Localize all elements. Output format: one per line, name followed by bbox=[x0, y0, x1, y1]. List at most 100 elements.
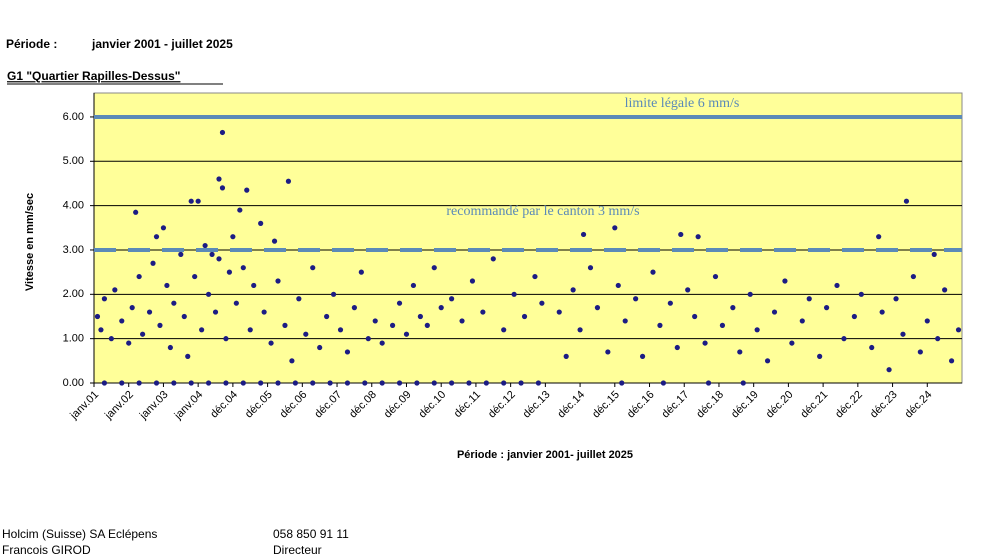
point bbox=[205, 291, 212, 297]
point bbox=[261, 309, 267, 315]
point bbox=[129, 305, 135, 311]
point bbox=[782, 278, 788, 284]
point bbox=[622, 318, 628, 324]
x-axis-title: Période : janvier 2001- juillet 2025 bbox=[457, 449, 633, 461]
point bbox=[292, 380, 298, 386]
phone: 058 850 91 11 bbox=[273, 527, 349, 541]
point bbox=[268, 340, 274, 346]
point bbox=[834, 282, 840, 289]
point bbox=[258, 220, 264, 226]
point bbox=[771, 309, 778, 315]
point bbox=[153, 234, 160, 240]
y-tick-label: 6.00 bbox=[63, 111, 84, 123]
point bbox=[615, 282, 621, 289]
point bbox=[417, 313, 423, 320]
point bbox=[789, 340, 795, 346]
point bbox=[251, 282, 257, 289]
point bbox=[160, 225, 167, 231]
point bbox=[403, 331, 410, 337]
x-tick-label: janv.01 bbox=[67, 389, 101, 423]
point bbox=[410, 282, 417, 289]
point bbox=[136, 273, 142, 280]
point bbox=[469, 278, 476, 284]
reference-label: limite légale 6 mm/s bbox=[625, 96, 740, 111]
point bbox=[157, 322, 163, 328]
point bbox=[754, 327, 760, 333]
point bbox=[935, 336, 941, 342]
x-tick-label: déc.06 bbox=[278, 389, 310, 421]
point bbox=[459, 318, 465, 324]
point bbox=[449, 296, 455, 302]
point bbox=[389, 322, 396, 328]
point bbox=[205, 380, 212, 386]
x-tick-label: déc.10 bbox=[417, 389, 449, 421]
point bbox=[153, 380, 160, 386]
point bbox=[518, 380, 524, 386]
point bbox=[244, 187, 250, 193]
point bbox=[650, 269, 656, 275]
point bbox=[692, 313, 698, 320]
point bbox=[501, 380, 507, 386]
point bbox=[133, 209, 139, 215]
point bbox=[271, 238, 278, 244]
point bbox=[823, 305, 830, 311]
point bbox=[556, 309, 562, 315]
point bbox=[296, 296, 302, 302]
y-tick-label: 4.00 bbox=[63, 200, 84, 212]
point bbox=[362, 380, 368, 386]
point bbox=[841, 336, 847, 342]
point bbox=[192, 273, 198, 280]
point bbox=[657, 322, 663, 328]
point bbox=[942, 287, 948, 293]
period-value: janvier 2001 - juillet 2025 bbox=[91, 37, 233, 51]
point bbox=[678, 231, 684, 238]
point bbox=[719, 322, 726, 328]
point bbox=[483, 380, 489, 386]
y-axis-title: Vitesse en mm/sec bbox=[24, 193, 36, 291]
point bbox=[876, 234, 882, 240]
point bbox=[171, 380, 177, 386]
x-tick-label: déc.09 bbox=[382, 389, 414, 421]
point bbox=[737, 349, 743, 355]
point bbox=[480, 309, 486, 315]
point bbox=[140, 331, 146, 337]
point bbox=[282, 322, 288, 328]
point bbox=[712, 273, 719, 280]
point bbox=[327, 380, 333, 386]
point bbox=[112, 287, 118, 293]
point bbox=[917, 349, 923, 355]
point bbox=[285, 178, 292, 184]
point bbox=[893, 296, 899, 302]
point bbox=[247, 327, 253, 333]
point bbox=[817, 353, 823, 359]
x-tick-label: déc.21 bbox=[798, 389, 830, 421]
point bbox=[344, 349, 351, 355]
point bbox=[948, 358, 955, 364]
point bbox=[202, 242, 208, 249]
point bbox=[171, 300, 177, 306]
point bbox=[414, 380, 420, 386]
point bbox=[223, 380, 229, 386]
x-tick-label: déc.13 bbox=[521, 389, 553, 421]
point bbox=[230, 234, 236, 240]
point bbox=[358, 269, 364, 275]
x-tick-label: déc.08 bbox=[347, 389, 379, 421]
point bbox=[501, 327, 507, 333]
point bbox=[195, 198, 201, 204]
point bbox=[379, 340, 385, 346]
point bbox=[199, 327, 205, 333]
point bbox=[764, 358, 771, 364]
point bbox=[212, 309, 219, 315]
x-tick-label: déc.15 bbox=[590, 389, 622, 421]
point bbox=[740, 380, 746, 386]
point bbox=[903, 198, 910, 204]
point bbox=[330, 291, 337, 297]
point bbox=[150, 260, 156, 266]
point bbox=[570, 287, 576, 293]
x-tick-label: déc.14 bbox=[555, 389, 587, 421]
x-tick-label: déc.05 bbox=[243, 389, 275, 421]
point bbox=[188, 380, 194, 386]
point bbox=[532, 273, 538, 280]
point bbox=[521, 313, 528, 320]
